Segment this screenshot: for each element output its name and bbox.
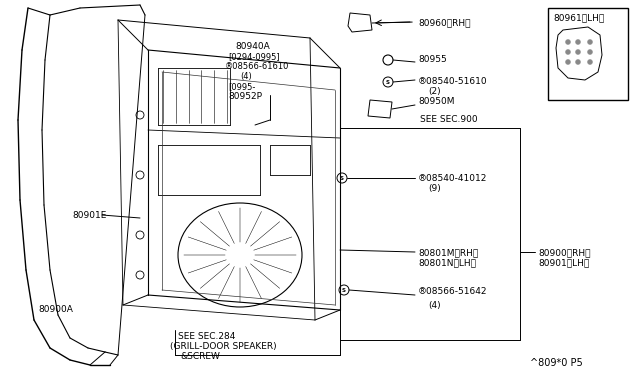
Circle shape: [383, 77, 393, 87]
Text: &SCREW: &SCREW: [180, 352, 220, 361]
Text: 80901〈LH〉: 80901〈LH〉: [538, 258, 589, 267]
Circle shape: [339, 285, 349, 295]
Circle shape: [566, 60, 570, 64]
Text: SEE SEC.900: SEE SEC.900: [420, 115, 477, 124]
Text: 80801N〈LH〉: 80801N〈LH〉: [418, 258, 476, 267]
Text: (2): (2): [428, 87, 440, 96]
Text: (GRILL-DOOR SPEAKER): (GRILL-DOOR SPEAKER): [170, 342, 276, 351]
Text: 80801M〈RH〉: 80801M〈RH〉: [418, 248, 478, 257]
Text: SEE SEC.284: SEE SEC.284: [178, 332, 236, 341]
Text: ®08540-51610: ®08540-51610: [418, 77, 488, 86]
Text: ®08540-41012: ®08540-41012: [418, 174, 488, 183]
Text: 80940A: 80940A: [235, 42, 269, 51]
Circle shape: [575, 60, 580, 64]
Text: ^809*0 P5: ^809*0 P5: [530, 358, 583, 368]
Text: (4): (4): [428, 301, 440, 310]
Text: (4): (4): [240, 72, 252, 81]
Circle shape: [588, 49, 593, 55]
Text: ®08566-51642: ®08566-51642: [418, 286, 488, 295]
Text: 80900〈RH〉: 80900〈RH〉: [538, 248, 591, 257]
Text: S: S: [386, 80, 390, 84]
Circle shape: [575, 39, 580, 45]
Text: [0995-: [0995-: [228, 82, 255, 91]
Circle shape: [566, 49, 570, 55]
Circle shape: [136, 271, 144, 279]
Text: 80900A: 80900A: [38, 305, 73, 314]
Text: ®08566-61610: ®08566-61610: [225, 62, 289, 71]
Circle shape: [575, 49, 580, 55]
Text: 80950M: 80950M: [418, 97, 454, 106]
Text: 80961〈LH〉: 80961〈LH〉: [553, 13, 604, 22]
Text: (9): (9): [428, 184, 441, 193]
Text: S: S: [342, 288, 346, 292]
Circle shape: [136, 111, 144, 119]
Text: 80952P: 80952P: [228, 92, 262, 101]
Text: 80901E: 80901E: [72, 211, 106, 219]
Circle shape: [136, 231, 144, 239]
Circle shape: [588, 60, 593, 64]
Circle shape: [588, 39, 593, 45]
Circle shape: [136, 171, 144, 179]
Text: [0294-0995]: [0294-0995]: [228, 52, 280, 61]
Text: 80960〈RH〉: 80960〈RH〉: [418, 18, 470, 27]
Text: S: S: [340, 176, 344, 180]
Bar: [548, 8, 628, 100]
Circle shape: [566, 39, 570, 45]
Circle shape: [337, 173, 347, 183]
Text: 80955: 80955: [418, 55, 447, 64]
